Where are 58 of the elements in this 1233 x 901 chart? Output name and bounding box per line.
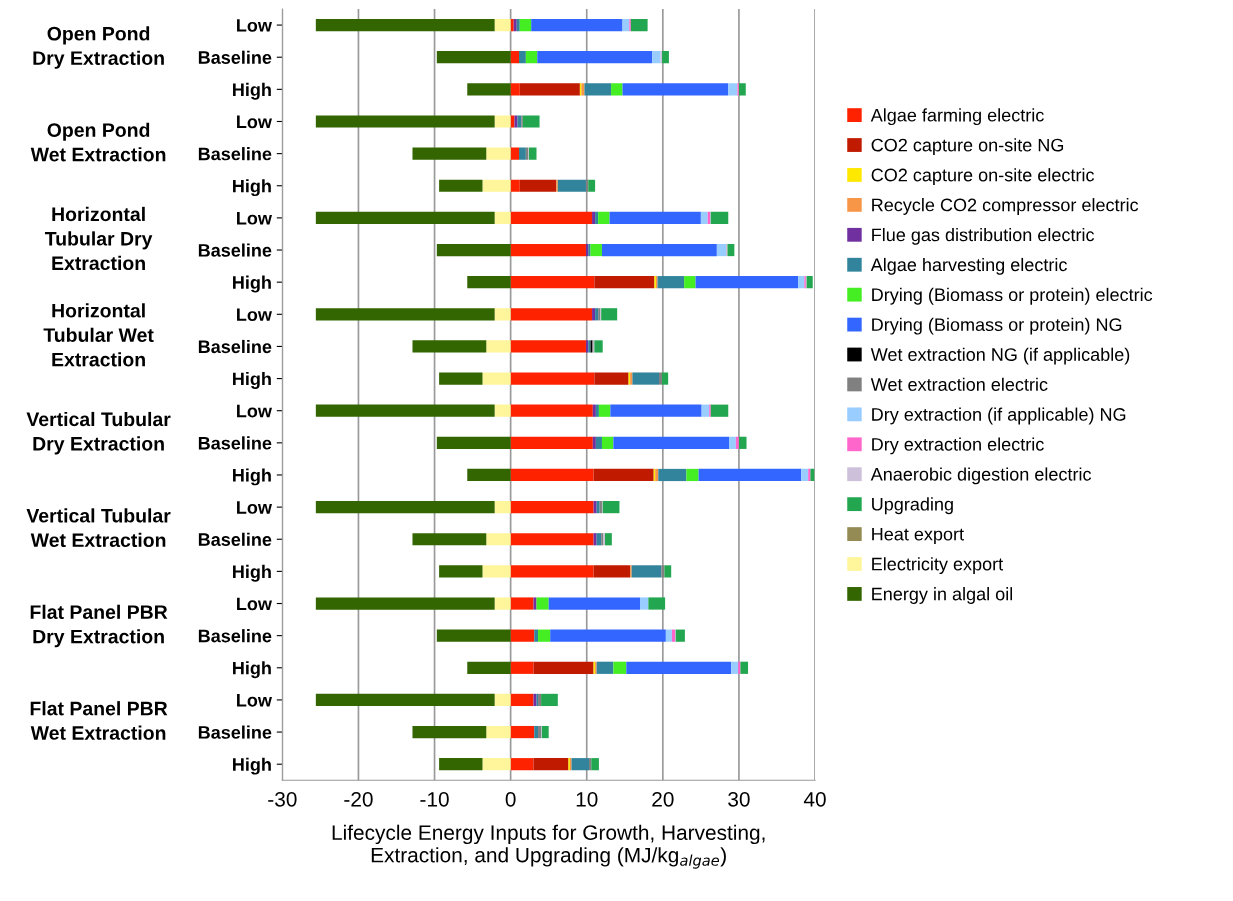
y-tick-label: High (233, 372, 271, 389)
y-tick-label: Baseline (198, 50, 272, 64)
y-tick-label: High (233, 564, 271, 582)
y-tick-label: Baseline (198, 629, 272, 643)
x-tick-label: -30 (268, 791, 297, 807)
y-tick-label: Low (237, 597, 272, 611)
y-tick-label: High (233, 82, 271, 100)
text: Open Pond Wet Extraction (30, 122, 166, 162)
y-tick-label: Baseline (198, 725, 272, 739)
y-tick-label: High (233, 275, 271, 293)
legend-label: CO2 capture on-site electric (871, 168, 1095, 185)
y-tick-label: Baseline (198, 339, 272, 354)
legend-label: Algae harvesting electric (870, 257, 1067, 275)
y-tick-label: High (233, 757, 271, 775)
legend-label: Algae farming electric (870, 108, 1044, 126)
y-tick-label: Low (237, 308, 272, 322)
legend-label: Anaerobic digestion electric (870, 467, 1092, 485)
x-axis-title: Lifecycle Energy Inputs for Growth, Harvesting, Extraction, and Upgrading (MJ/kg$_{algae}$) (332, 824, 765, 869)
text: Horizontal Tubular Dry Extraction (44, 206, 153, 271)
y-tick-label: Low (237, 19, 272, 32)
y-tick-label: Low (237, 404, 272, 418)
y-tick-label: Low (237, 212, 272, 225)
legend-label: Electricity export (872, 557, 1004, 575)
legend-label: Drying (Biomass or protein) electric (872, 287, 1153, 305)
y-tick-label: Baseline (198, 532, 272, 546)
x-tick-label: -10 (420, 791, 449, 807)
y-tick-label: Low (237, 694, 272, 707)
x-tick-label: 20 (652, 791, 674, 807)
text: Horizontal Tubular Wet Extraction (43, 303, 154, 367)
y-tick-label: High (233, 661, 271, 679)
legend-label: Flue gas distribution electric (872, 228, 1095, 245)
x-tick-label: 40 (803, 791, 826, 807)
legend-label: Drying (Biomass or protein) NG (872, 317, 1122, 335)
legend-label: Energy in algal oil (872, 587, 1013, 604)
text: Vertical Tubular Wet Extraction (26, 508, 171, 548)
legend-label: Wet extraction NG (if applicable) (870, 347, 1130, 365)
text: Flat Panel PBR Dry Extraction (30, 604, 168, 648)
x-tick-label: 10 (576, 791, 598, 807)
y-tick-label: Baseline (198, 243, 272, 257)
legend-label: CO2 capture on-site NG (871, 138, 1064, 156)
y-tick-label: Baseline (198, 436, 272, 450)
x-tick-label: 30 (728, 791, 750, 807)
x-tick-label: 0 (505, 791, 516, 807)
y-tick-label: Baseline (198, 147, 272, 161)
text: Open Pond Dry Extraction (33, 26, 164, 69)
legend-label: Recycle CO2 compressor electric (872, 198, 1139, 215)
legend-label: Dry extraction electric (872, 437, 1044, 455)
text: Vertical Tubular Dry Extraction (26, 411, 171, 455)
legend-label: Wet extraction electric (870, 377, 1048, 391)
y-tick-label: Low (237, 115, 272, 129)
legend-label: Upgrading (872, 497, 953, 515)
y-tick-label: High (233, 468, 271, 486)
text: Flat Panel PBR Wet Extraction (30, 701, 168, 740)
legend-label: Heat export (872, 527, 964, 545)
y-tick-label: High (233, 179, 271, 197)
legend-label: Dry extraction (if applicable) NG (872, 407, 1126, 425)
x-tick-label: -20 (344, 791, 373, 807)
y-tick-label: Low (237, 501, 272, 514)
